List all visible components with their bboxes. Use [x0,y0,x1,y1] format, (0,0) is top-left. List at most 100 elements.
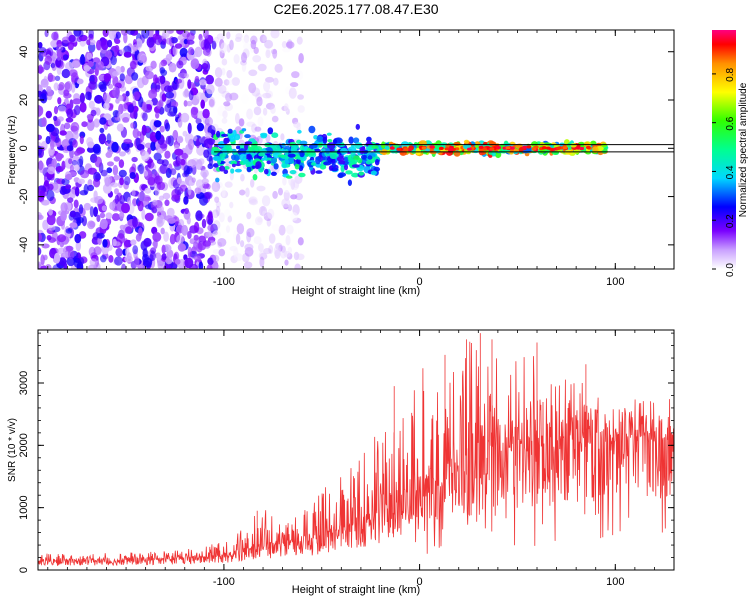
spectrogram-point [93,190,98,200]
spectrogram-point [234,168,242,173]
spectrogram-point [126,252,132,262]
spectrogram-point [136,143,145,151]
spectrogram-point [186,32,195,41]
spectrogram-point [105,50,112,60]
spectrogram-point [53,106,59,115]
spectrogram-point [79,92,85,104]
spectrogram-point [83,202,92,211]
spectrogram-point [107,39,113,48]
spectrogram-point [176,30,184,35]
spectrogram-point [103,174,113,184]
spectrogram-point [119,73,126,82]
spectrogram-point [202,47,211,56]
x-tick-label: 0 [417,276,423,288]
spectrogram-point [42,219,49,231]
spectrogram-point [274,249,281,259]
spectrogram-point [124,146,130,153]
spectrogram-point [69,222,78,228]
spectrogram-point [164,150,171,159]
spectrogram-point [353,137,360,144]
spectrogram-point [141,124,147,136]
spectrogram-point [195,138,200,149]
spectrogram-point [147,160,155,169]
spectrogram-point [254,158,261,162]
spectrogram-point [176,234,185,245]
spectrogram-point [522,145,528,149]
spectrogram-point [319,164,327,170]
y-tick-label: -40 [18,237,30,253]
spectrogram-point [215,177,220,183]
spectrogram-point [146,36,155,48]
spectrogram-point [152,232,162,242]
spectrogram-point [142,101,147,112]
spectrogram-point [145,127,151,133]
spectrogram-point [467,147,472,151]
spectrogram-point [131,72,139,81]
spectrogram-point [128,202,135,215]
spectrogram-point [270,158,277,164]
spectrogram-point [67,197,74,203]
spectrogram-point [263,248,272,255]
spectrogram-point [531,147,537,151]
spectrogram-point [188,138,195,150]
spectrogram-point [53,82,59,91]
spectrogram-point [230,160,238,165]
spectrogram-point [219,153,226,158]
spectrogram-point [73,199,79,209]
spectrogram-point [108,255,114,263]
spectrogram-point [292,70,298,80]
spectrogram-point [526,145,532,149]
spectrogram-point [193,221,200,233]
spectrogram-point [57,116,64,122]
spectrogram-point [73,30,82,37]
spectrogram-point [453,142,461,146]
spectrogram-point [46,86,52,92]
spectrogram-point [238,118,245,127]
spectrogram-point [207,224,214,232]
snr-y-axis-label: SNR (10 * v/v) [7,418,18,482]
spectrogram-point [199,37,205,48]
spectrogram-point [93,246,102,256]
spectrogram-point [102,30,109,37]
spectrogram-point [79,102,87,113]
spectrogram-point [241,128,247,132]
spectrogram-point [186,39,195,45]
spectrogram-point [201,63,209,70]
spectrogram-point [41,199,50,206]
spectrogram-point [57,97,62,105]
spectrogram-point [478,145,484,149]
spectrogram-point [188,90,194,101]
spectrogram-point [51,31,59,41]
spectrogram-point [73,150,81,156]
spectrogram-point [315,170,323,174]
spectrogram-point [165,256,173,265]
spectrogram-point [38,66,45,74]
spectrogram-point [329,152,338,159]
y-tick-label: 1000 [18,495,30,519]
spectrogram-point [65,117,74,123]
colorbar-tick-label: 0.0 [725,263,736,277]
spectrogram-point [161,38,167,46]
spectrogram-point [270,30,280,39]
spectrogram-point [252,174,258,181]
spectrogram-point [138,227,143,237]
spectrogram-point [157,181,166,191]
spectrogram-point [123,32,128,44]
spectrogram-point [265,76,275,83]
spectrogram-point [205,84,215,95]
spectrogram-point [296,36,303,45]
spectrogram-point [315,156,321,165]
spectrogram-point [389,146,395,150]
spectrogram-point [246,228,255,238]
spectrogram-point [159,125,165,133]
spectrogram-point [102,183,112,194]
spectrogram-point [65,184,72,190]
snr-frame [37,329,675,571]
spectrogram-point [215,201,222,208]
spectrogram-point [67,41,74,51]
spectrogram-point [186,216,191,225]
spectrogram-point [293,121,301,128]
spectrogram-point [132,245,139,255]
spectrogram-point [111,213,120,222]
